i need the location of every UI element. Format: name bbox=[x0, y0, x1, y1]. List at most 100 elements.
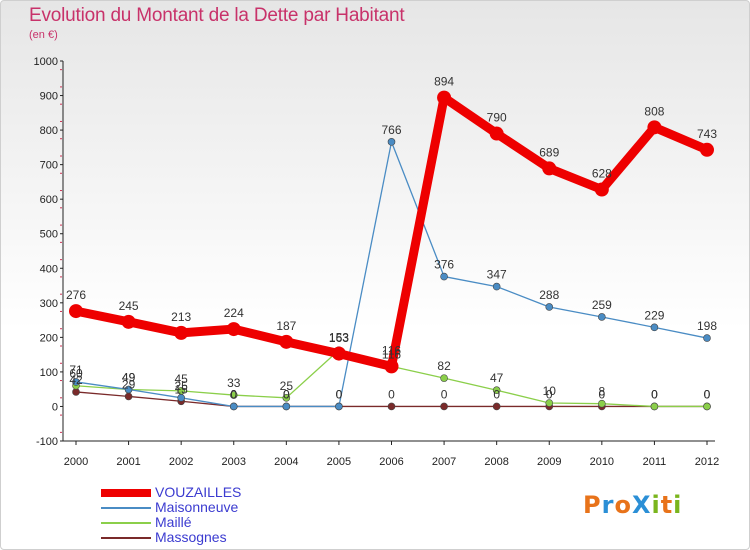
data-point bbox=[650, 402, 659, 411]
data-point bbox=[384, 359, 399, 374]
data-label: 0 bbox=[388, 387, 395, 401]
series-line-vouzailles bbox=[71, 93, 712, 371]
data-label: 29 bbox=[122, 377, 136, 391]
data-point bbox=[703, 402, 711, 411]
y-tick-label: 100 bbox=[40, 367, 58, 379]
data-label: 894 bbox=[434, 75, 454, 89]
data-point bbox=[440, 272, 448, 281]
y-tick-label: 500 bbox=[40, 229, 58, 241]
data-point bbox=[282, 402, 291, 411]
data-label: 116 bbox=[382, 343, 401, 357]
data-point bbox=[124, 385, 133, 394]
data-label: 187 bbox=[276, 319, 296, 333]
data-label: 0 bbox=[651, 387, 658, 401]
y-tick-label: 800 bbox=[40, 125, 58, 137]
data-point bbox=[331, 346, 346, 361]
legend-label: Maisonneuve bbox=[155, 499, 239, 515]
legend-item: Massognes bbox=[101, 530, 241, 545]
data-point bbox=[545, 399, 554, 407]
logo-letter: i bbox=[651, 491, 661, 519]
data-label: 0 bbox=[704, 387, 711, 401]
data-point bbox=[387, 138, 396, 146]
data-label: 229 bbox=[644, 308, 664, 322]
data-point bbox=[647, 120, 662, 135]
data-point bbox=[650, 323, 659, 332]
data-label: 8 bbox=[598, 385, 605, 399]
data-label: 0 bbox=[441, 387, 448, 401]
legend-label: Massognes bbox=[155, 529, 227, 545]
data-label: 0 bbox=[336, 387, 343, 401]
x-tick-label: 2000 bbox=[64, 456, 88, 468]
data-label: 71 bbox=[69, 363, 83, 377]
data-label: 0 bbox=[283, 387, 290, 401]
data-label: 116 bbox=[382, 347, 401, 361]
y-tick-label: -100 bbox=[36, 436, 58, 448]
data-point bbox=[489, 126, 504, 141]
data-point bbox=[703, 334, 711, 342]
data-label: 60 bbox=[69, 367, 83, 381]
data-point bbox=[545, 303, 554, 311]
logo-letter: i bbox=[673, 491, 683, 519]
data-label: 245 bbox=[119, 299, 139, 313]
data-label: 45 bbox=[174, 372, 188, 386]
data-label: 25 bbox=[174, 379, 188, 393]
data-label: 288 bbox=[539, 288, 559, 302]
data-point bbox=[282, 394, 291, 402]
data-point bbox=[229, 391, 238, 399]
data-point bbox=[492, 282, 501, 291]
x-tick-label: 2004 bbox=[274, 456, 298, 468]
data-point bbox=[594, 182, 609, 197]
data-label: 790 bbox=[487, 111, 507, 125]
data-point bbox=[121, 314, 136, 329]
data-point bbox=[72, 378, 80, 386]
unit-label: (en €) bbox=[29, 29, 58, 41]
data-label: 25 bbox=[280, 379, 294, 393]
y-tick-label: 300 bbox=[40, 298, 58, 310]
data-point bbox=[492, 402, 501, 411]
data-label: 808 bbox=[644, 104, 664, 118]
data-label: 42 bbox=[69, 373, 83, 387]
data-label: 0 bbox=[283, 387, 290, 401]
legend-swatch bbox=[101, 521, 151, 524]
data-label: 82 bbox=[437, 359, 451, 373]
logo-letter: X bbox=[631, 491, 652, 519]
legend-label: VOUZAILLES bbox=[155, 484, 242, 500]
x-tick-label: 2002 bbox=[169, 456, 193, 468]
legend-swatch bbox=[101, 488, 151, 497]
data-label: 347 bbox=[487, 268, 507, 282]
proxiti-logo: ProXiti bbox=[583, 491, 682, 519]
x-tick-label: 2010 bbox=[590, 456, 614, 468]
logo-letter: r bbox=[601, 491, 615, 519]
y-tick-label: 200 bbox=[40, 332, 58, 344]
data-label: 0 bbox=[704, 387, 711, 401]
legend-item: VOUZAILLES bbox=[101, 485, 241, 500]
y-tick-label: 1000 bbox=[34, 56, 58, 68]
x-tick-label: 2008 bbox=[484, 456, 508, 468]
data-label: 163 bbox=[329, 331, 349, 345]
data-label: 628 bbox=[592, 167, 612, 181]
data-label: 47 bbox=[490, 371, 504, 385]
data-point bbox=[598, 399, 606, 408]
data-point bbox=[177, 394, 185, 402]
data-label: 743 bbox=[697, 127, 717, 141]
x-tick-label: 2011 bbox=[643, 456, 667, 468]
data-point bbox=[437, 90, 452, 105]
x-tick-label: 2009 bbox=[537, 456, 561, 468]
logo-letter: o bbox=[614, 491, 632, 519]
y-tick-label: 600 bbox=[40, 194, 58, 206]
data-point bbox=[226, 322, 241, 337]
legend: VOUZAILLES Maisonneuve Maillé Massognes bbox=[101, 485, 241, 545]
x-tick-label: 2007 bbox=[432, 456, 456, 468]
logo-letter: P bbox=[583, 491, 602, 519]
x-tick-label: 2003 bbox=[222, 456, 246, 468]
x-tick-label: 2005 bbox=[327, 456, 351, 468]
y-tick-label: 900 bbox=[40, 91, 58, 103]
data-label: 49 bbox=[122, 371, 136, 385]
data-point bbox=[542, 161, 557, 176]
data-point bbox=[440, 402, 448, 411]
y-tick-label: 0 bbox=[52, 401, 58, 413]
data-label: 0 bbox=[546, 387, 553, 401]
logo-letter: t bbox=[660, 491, 674, 519]
data-label: 15 bbox=[174, 382, 188, 396]
